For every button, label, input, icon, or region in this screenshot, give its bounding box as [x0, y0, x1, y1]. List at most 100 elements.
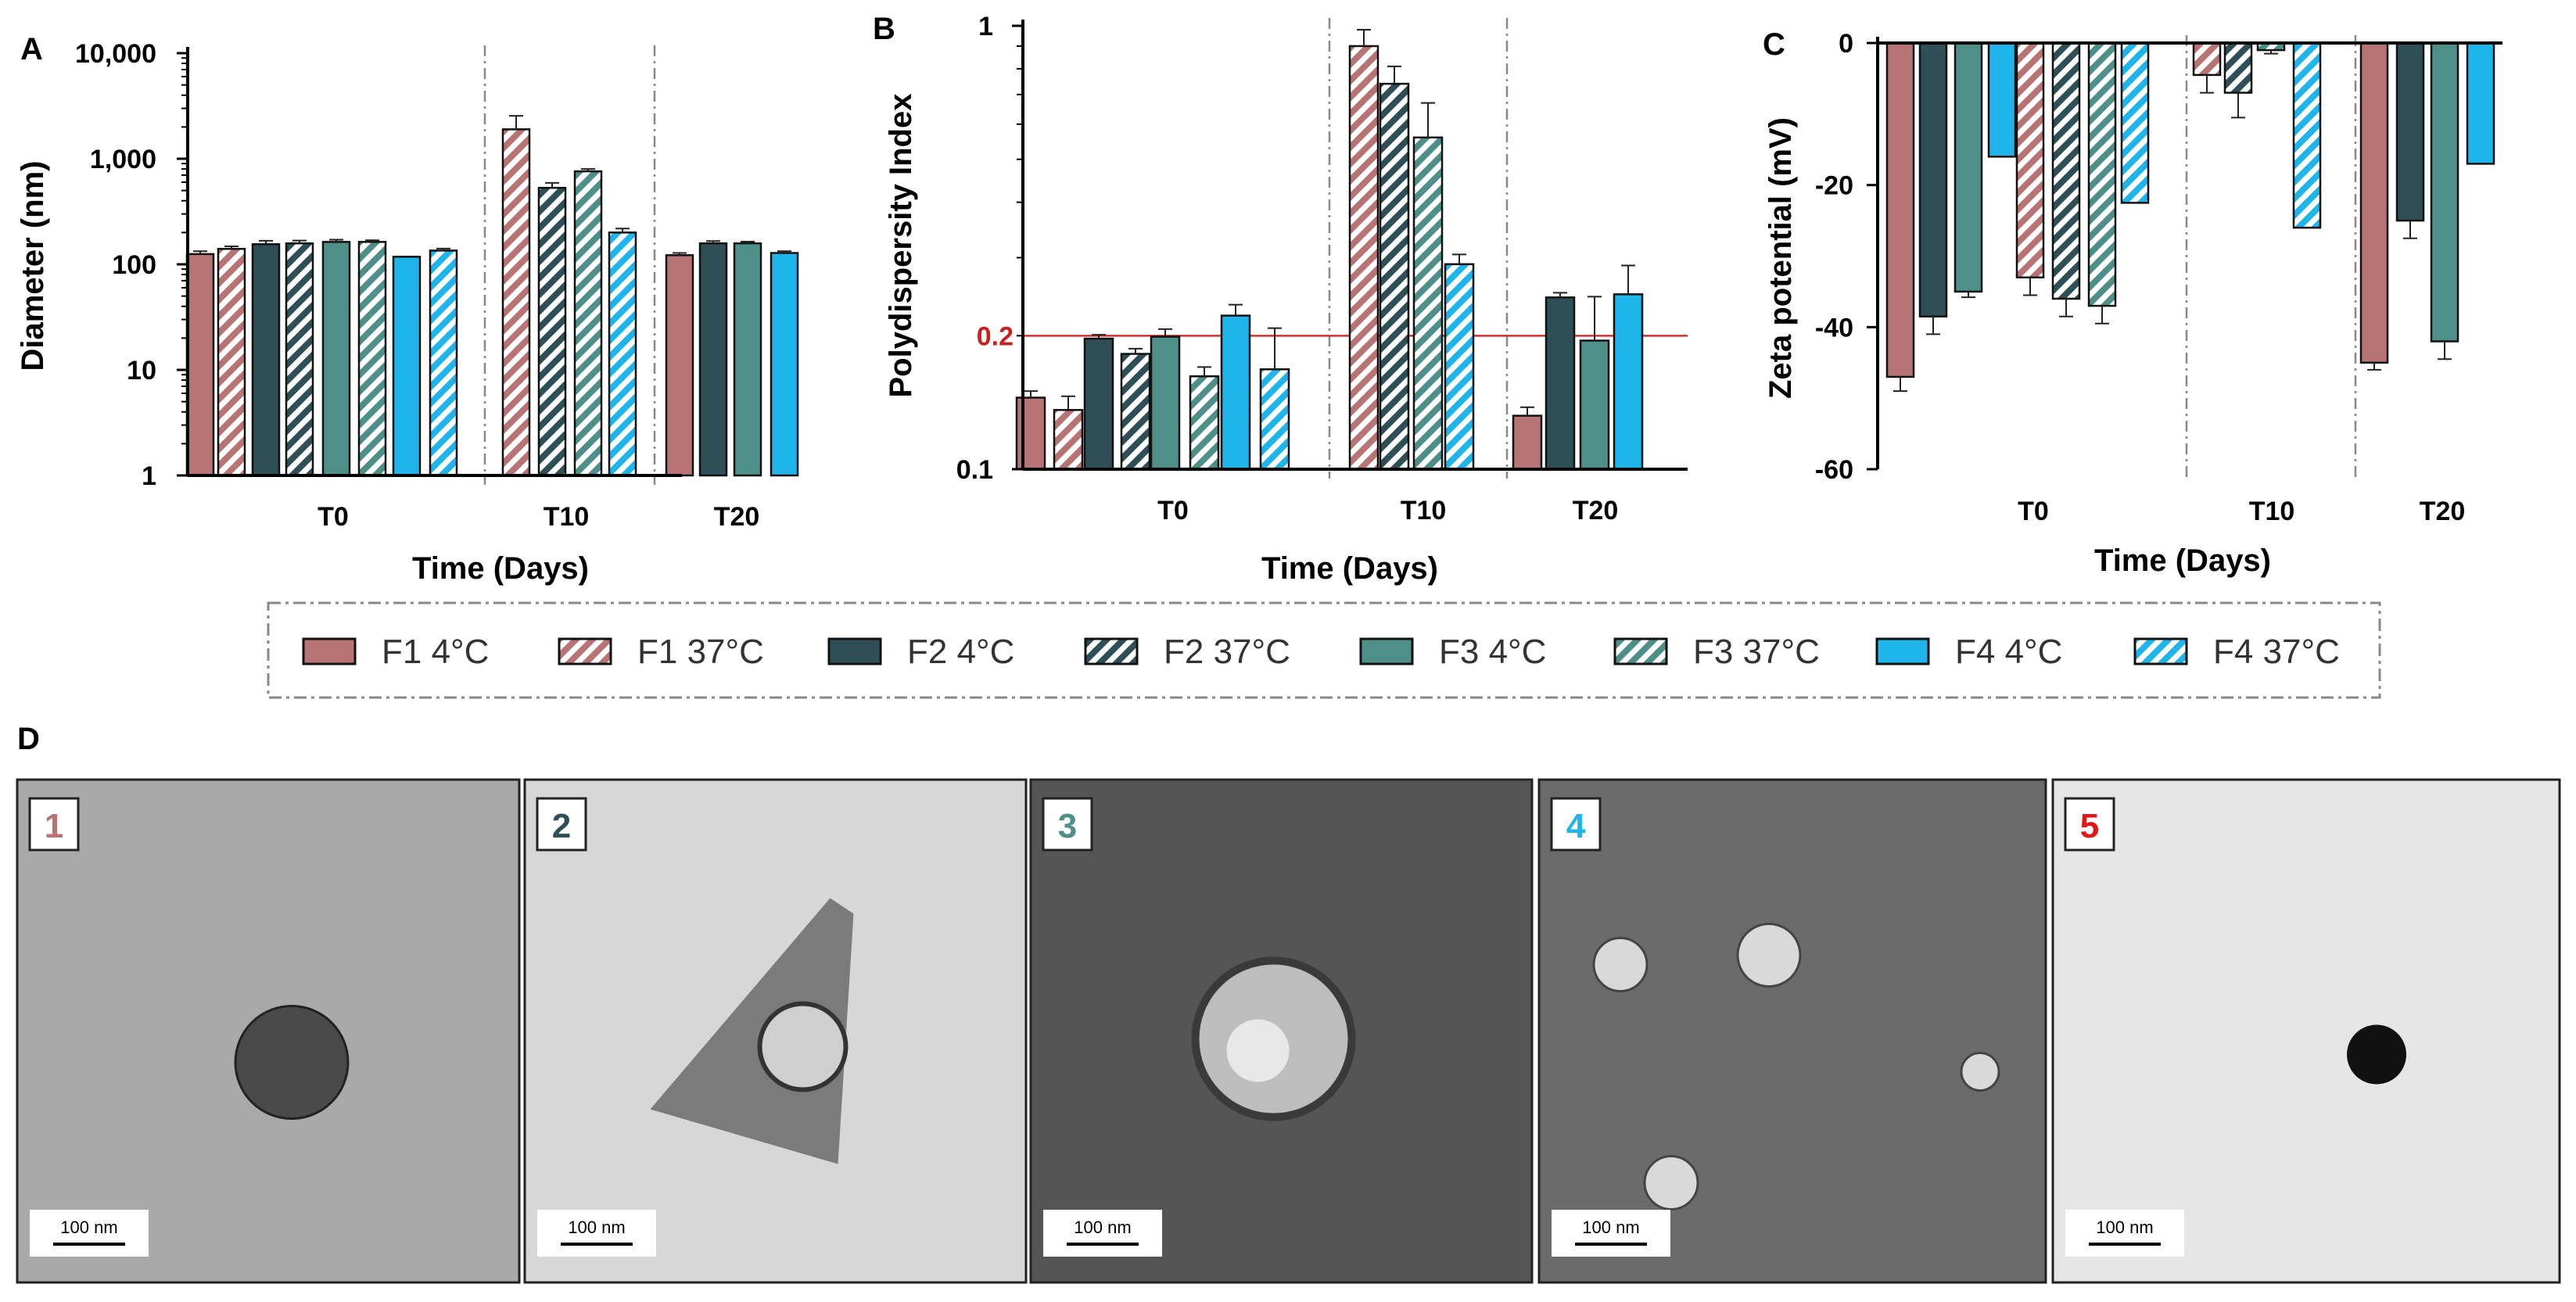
image-number-badge	[2064, 797, 2115, 852]
bar-b-t20-f4-4c	[1613, 293, 1644, 471]
bar-c-t0-f3-37c	[2087, 41, 2117, 307]
bar-c-t20-f2-4c	[2395, 41, 2425, 222]
scale-bar-background	[1043, 1210, 1162, 1257]
bar-b-t10-f2-37c	[1379, 82, 1410, 471]
legend-label-f1-37c: F1 37°C	[637, 633, 764, 671]
bar-c-t0-f4-37c	[2120, 41, 2150, 204]
bar-a-t10-f3-37c	[573, 170, 603, 477]
y-tick-label: 10	[127, 356, 156, 386]
image-number-badge	[1550, 797, 1602, 852]
legend-swatch-f3-4c	[1359, 637, 1414, 665]
nanoparticle-inclusion	[1226, 1019, 1290, 1082]
x-axis-title: Time (Days)	[2094, 543, 2271, 578]
x-tick-label: T0	[318, 502, 349, 532]
y-tick-label: -40	[1815, 313, 1853, 343]
scale-bar-background	[1552, 1210, 1670, 1257]
image-number: 1	[45, 807, 63, 845]
tem-image-1: 1 100 nm	[16, 778, 521, 1284]
bar-c-t0-f1-37c	[2015, 41, 2045, 278]
bar-b-t0-f3-37c	[1189, 375, 1220, 471]
tem-image-3: 3 100 nm	[1029, 778, 1534, 1284]
tem-image-background	[2051, 778, 2561, 1284]
legend-frame	[267, 601, 2381, 699]
image-number: 2	[552, 807, 571, 845]
y-tick-label: -60	[1815, 455, 1853, 485]
x-tick-label: T10	[1401, 496, 1447, 525]
bar-c-t20-f4-4c	[2466, 41, 2495, 165]
bar-a-t0-f1-4c	[185, 253, 215, 477]
bar-c-t10-f2-37c	[2223, 41, 2253, 94]
bar-a-t0-f1-37c	[217, 248, 246, 477]
bar-b-t20-f3-4c	[1579, 339, 1610, 471]
legend-label-f4-4c: F4 4°C	[1955, 633, 2062, 671]
bar-b-t20-f1-4c	[1512, 414, 1543, 471]
panel-letter-d: D	[17, 722, 40, 756]
bar-a-t10-f1-37c	[501, 128, 531, 477]
bar-a-t0-f3-4c	[321, 241, 351, 477]
scale-bar-label: 100 nm	[2096, 1218, 2153, 1237]
tem-images: 1 100 nm 2 100 nm 3 100 nm 4 100 nm 5 100 nm	[16, 778, 2561, 1284]
bar-b-t10-f3-37c	[1412, 136, 1444, 471]
legend-label-f4-37c: F4 37°C	[2213, 633, 2340, 671]
x-tick-label: T20	[714, 502, 760, 532]
image-number-badge	[28, 797, 80, 852]
nanoparticle	[1960, 1052, 2000, 1092]
bar-c-t0-f1-4c	[1885, 41, 1915, 378]
x-tick-label: T20	[2420, 497, 2466, 526]
bar-b-t0-f1-4c	[1015, 396, 1046, 471]
nanoparticle	[757, 1001, 849, 1092]
image-number-badge	[536, 797, 587, 852]
diameter-chart: T0 T10 T20 1 10 100 1,000 10,000 Time (Days) Diam…	[16, 39, 799, 586]
y-axis-title: Zeta potential (mV)	[1763, 117, 1798, 399]
bar-c-t10-f1-37c	[2192, 41, 2222, 77]
x-tick-label: T0	[2018, 497, 2049, 526]
legend-swatch-f3-37c	[1613, 637, 1668, 665]
tem-image-background	[1537, 778, 2047, 1284]
scale-bar-background	[537, 1210, 656, 1257]
bar-b-t20-f2-4c	[1545, 296, 1576, 471]
y-tick-label: 1,000	[90, 145, 156, 174]
x-tick-label: T10	[2249, 497, 2295, 526]
y-axis-title: Diameter (nm)	[16, 161, 50, 371]
y-tick-label: 1	[142, 461, 156, 491]
nanoparticle	[1736, 923, 1802, 988]
bar-b-t0-f4-37c	[1259, 368, 1290, 471]
bar-b-t10-f4-37c	[1444, 263, 1475, 471]
panel-letter-b: B	[873, 12, 895, 46]
legend-swatch-f2-37c	[1084, 637, 1139, 665]
scale-bar-background	[2065, 1210, 2184, 1257]
legend-swatch-f1-37c	[558, 637, 612, 665]
legend-swatch-f4-37c	[2133, 637, 2188, 665]
bar-b-t0-f2-37c	[1120, 353, 1151, 471]
bar-a-t0-f4-4c	[392, 256, 422, 477]
nanoparticle-aggregate	[650, 898, 854, 1164]
legend-swatch-f4-4c	[1875, 637, 1930, 665]
scale-bar-label: 100 nm	[1074, 1218, 1131, 1237]
legend-label-f3-37c: F3 37°C	[1693, 633, 1820, 671]
scale-bar-label: 100 nm	[1582, 1218, 1639, 1237]
legend-label-f2-4c: F2 4°C	[907, 633, 1014, 671]
y-tick-label: -20	[1815, 171, 1853, 201]
legend-label-f2-37c: F2 37°C	[1164, 633, 1290, 671]
zeta-potential-chart: T0 T10 T20 0 -20 -40 -60 Time (Days) Zeta potent…	[1763, 29, 2502, 578]
bar-a-t10-f4-37c	[608, 231, 637, 477]
legend: F1 4°C F1 37°C F2 4°C F2 37°C F3 4°C F3 37°C F…	[267, 601, 2381, 699]
tem-image-4: 4 100 nm	[1537, 778, 2047, 1284]
scale-bar-label: 100 nm	[568, 1218, 625, 1237]
bar-a-t0-f2-4c	[251, 243, 281, 477]
image-number-badge	[1042, 797, 1093, 852]
tem-image-2: 2 100 nm	[523, 778, 1028, 1284]
bar-c-t0-f2-4c	[1918, 41, 1948, 317]
nanoparticle	[1592, 937, 1649, 992]
tem-image-5: 5 100 nm	[2051, 778, 2561, 1284]
bar-c-t20-f1-4c	[2359, 41, 2389, 364]
bar-c-t20-f3-4c	[2430, 41, 2459, 343]
x-tick-label: T10	[544, 502, 590, 532]
bar-b-t0-f4-4c	[1220, 314, 1251, 471]
nanoparticle	[234, 1005, 350, 1120]
y-tick-label: 10,000	[75, 39, 156, 69]
x-axis-title: Time (Days)	[1261, 551, 1438, 586]
bar-a-t20-f4-4c	[770, 252, 799, 477]
image-number: 3	[1058, 807, 1077, 845]
legend-swatch-f1-4c	[302, 637, 357, 665]
